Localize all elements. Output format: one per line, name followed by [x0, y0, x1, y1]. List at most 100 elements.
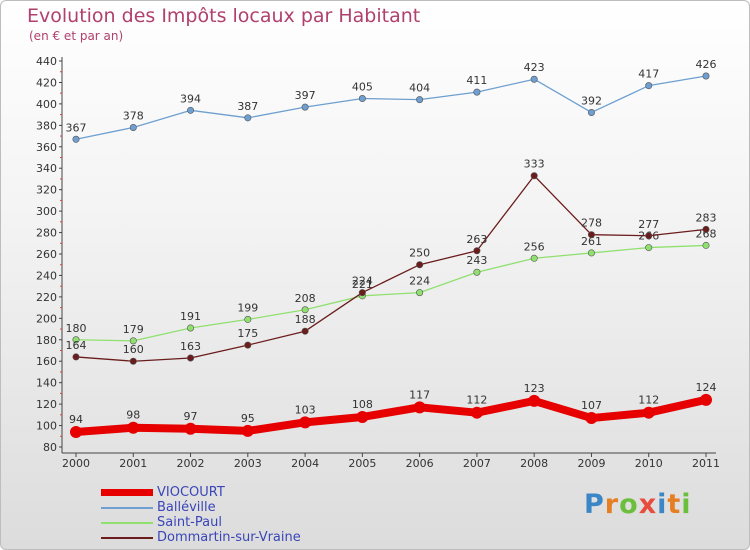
- data-point: [72, 135, 80, 143]
- data-point: [299, 416, 312, 429]
- x-tick-label: 2011: [692, 457, 720, 470]
- x-tick-label: 2003: [234, 457, 262, 470]
- data-label: 378: [123, 109, 144, 122]
- data-label: 208: [295, 292, 316, 305]
- data-label: 179: [123, 323, 144, 336]
- logo-letter: o: [619, 489, 639, 520]
- x-tick-label: 2010: [635, 457, 663, 470]
- data-point: [702, 241, 710, 249]
- data-point: [587, 249, 595, 257]
- data-label: 426: [696, 58, 717, 71]
- series-line-ball-ville: [75, 75, 707, 140]
- y-tick-label: 440: [36, 55, 57, 68]
- data-label: 417: [638, 68, 659, 81]
- data-label: 95: [241, 412, 255, 425]
- data-point: [587, 231, 595, 239]
- data-label: 423: [524, 61, 545, 74]
- y-tick-label: 180: [36, 334, 57, 347]
- x-tick-label: 2004: [291, 457, 319, 470]
- data-label: 263: [466, 233, 487, 246]
- data-label: 199: [237, 301, 258, 314]
- data-point: [587, 108, 595, 116]
- data-label: 283: [696, 211, 717, 224]
- data-point: [700, 393, 712, 406]
- data-label: 397: [295, 89, 316, 102]
- data-label: 411: [466, 74, 487, 87]
- x-tick-label: 2007: [463, 457, 491, 470]
- y-tick-label: 220: [36, 291, 57, 304]
- data-point: [473, 247, 481, 255]
- data-label: 98: [126, 409, 140, 422]
- data-point: [645, 244, 653, 252]
- data-label: 394: [180, 92, 201, 105]
- data-point: [413, 401, 426, 414]
- data-label: 123: [524, 382, 545, 395]
- data-label: 103: [295, 403, 316, 416]
- data-point: [187, 106, 195, 114]
- data-point: [301, 327, 309, 335]
- data-point: [70, 425, 82, 438]
- y-tick-label: 280: [36, 227, 57, 240]
- logo-letter: i: [657, 489, 668, 520]
- data-point: [244, 114, 252, 122]
- data-point: [645, 232, 653, 240]
- y-tick-label: 240: [36, 269, 57, 282]
- chart-title: Evolution des Impôts locaux par Habitant: [27, 5, 421, 27]
- data-label: 277: [638, 218, 659, 231]
- data-point: [473, 88, 481, 96]
- data-point: [358, 95, 366, 103]
- proxiti-logo: Proxiti: [584, 489, 692, 520]
- data-label: 117: [409, 388, 430, 401]
- legend-swatch: [101, 507, 153, 509]
- chart-subtitle: (en € et par an): [29, 29, 124, 43]
- data-point: [530, 172, 538, 180]
- data-point: [301, 306, 309, 314]
- data-label: 107: [581, 399, 602, 412]
- data-label: 163: [180, 340, 201, 353]
- x-tick-label: 2001: [119, 457, 147, 470]
- data-point: [416, 96, 424, 104]
- y-tick-label: 300: [36, 205, 57, 218]
- data-point: [241, 424, 254, 437]
- y-tick-label: 120: [36, 398, 57, 411]
- data-point: [416, 261, 424, 269]
- series-line-saint-paul: [75, 244, 707, 342]
- data-point: [187, 324, 195, 332]
- data-point: [585, 412, 598, 425]
- data-label: 404: [409, 82, 430, 95]
- y-tick-label: 400: [36, 98, 57, 111]
- x-tick-label: 2006: [406, 457, 434, 470]
- data-point: [72, 353, 80, 361]
- logo-letter: x: [638, 489, 658, 520]
- data-point: [244, 341, 252, 349]
- legend-swatch: [101, 489, 153, 496]
- x-tick-label: 2009: [577, 457, 605, 470]
- data-point: [127, 421, 140, 434]
- data-label: 261: [581, 235, 602, 248]
- data-point: [645, 82, 653, 90]
- y-tick-label: 160: [36, 355, 57, 368]
- data-label: 97: [184, 410, 198, 423]
- data-point: [470, 406, 483, 419]
- data-label: 224: [352, 275, 373, 288]
- data-label: 94: [69, 413, 83, 426]
- data-label: 188: [295, 313, 316, 326]
- logo-letter: r: [604, 489, 620, 520]
- data-point: [530, 75, 538, 83]
- y-tick-label: 140: [36, 377, 57, 390]
- data-label: 392: [581, 94, 602, 107]
- data-point: [187, 354, 195, 362]
- data-point: [244, 315, 252, 323]
- data-point: [528, 394, 541, 407]
- y-tick-label: 340: [36, 162, 57, 175]
- data-label: 243: [466, 254, 487, 267]
- legend-swatch: [101, 537, 153, 539]
- y-tick-label: 100: [36, 420, 57, 433]
- data-label: 367: [66, 121, 87, 134]
- data-point: [129, 123, 137, 131]
- data-point: [129, 337, 137, 345]
- data-label: 112: [466, 394, 487, 407]
- x-tick-label: 2002: [177, 457, 205, 470]
